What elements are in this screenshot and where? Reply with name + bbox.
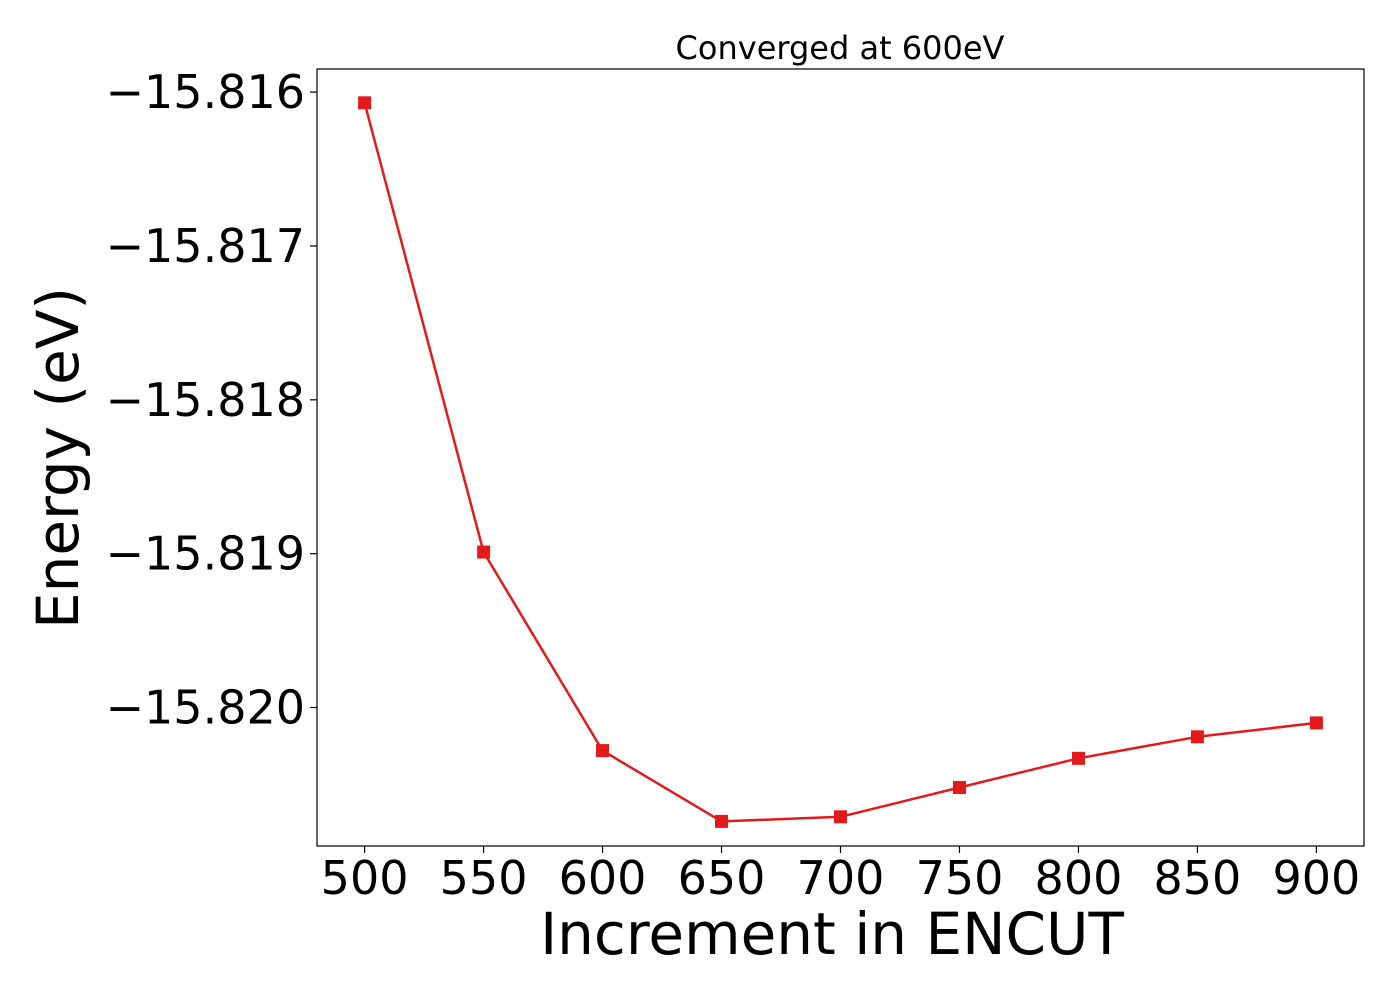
data-point (715, 814, 728, 828)
y-axis: −15.816 −15.817 −15.818 −15.819 −15.820 (106, 65, 317, 735)
y-tick-label: −15.820 (106, 681, 306, 735)
data-point (1072, 751, 1085, 765)
x-tick-label: 800 (1035, 851, 1123, 905)
x-tick-label: 550 (440, 851, 528, 905)
x-tick-label: 500 (321, 851, 409, 905)
data-point (1190, 730, 1204, 744)
x-axis-label: Increment in ENCUT (540, 900, 1124, 968)
series-line (363, 102, 1317, 823)
x-tick-label: 750 (916, 851, 1004, 905)
y-tick-label: −15.817 (106, 219, 306, 273)
x-tick-label: 600 (559, 851, 647, 905)
data-point (358, 96, 372, 110)
y-tick-label: −15.819 (106, 527, 306, 581)
chart-title: Converged at 600eV (676, 29, 1005, 67)
x-axis: 500 550 600 650 700 750 800 850 900 (321, 846, 1361, 905)
data-point (596, 744, 609, 758)
x-tick-label: 850 (1154, 851, 1242, 905)
data-point (1309, 716, 1323, 730)
x-tick-label: 650 (678, 851, 766, 905)
data-point (477, 545, 491, 559)
y-tick-label: −15.818 (106, 373, 306, 427)
x-tick-label: 700 (797, 851, 885, 905)
x-tick-label: 900 (1273, 851, 1361, 905)
y-tick-label: −15.816 (106, 65, 306, 119)
series-layer (358, 96, 1323, 828)
data-point (834, 810, 847, 824)
y-axis-label: Energy (eV) (24, 287, 92, 629)
data-point (953, 781, 966, 794)
plot-area (316, 68, 1365, 847)
